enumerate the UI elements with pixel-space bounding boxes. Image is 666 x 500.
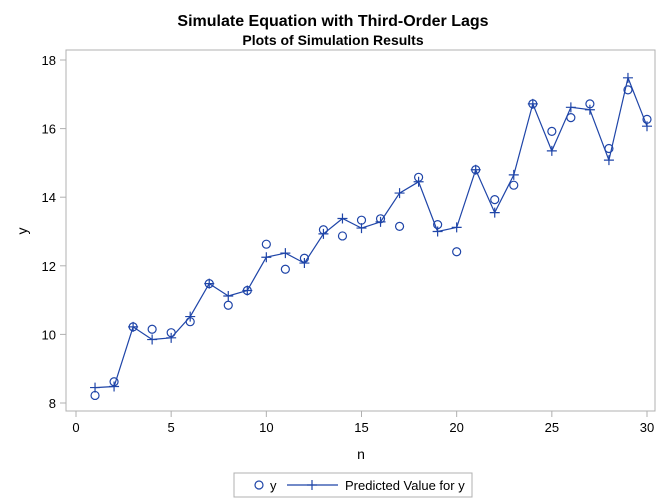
predicted-line [94, 75, 648, 389]
predicted-point [261, 252, 272, 263]
predicted-point [470, 164, 481, 175]
legend-label-y: y [270, 478, 277, 493]
observed-point [318, 225, 329, 235]
observed-point [375, 214, 386, 224]
predicted-point [527, 98, 538, 109]
predicted-point [337, 213, 348, 224]
predicted-point [280, 248, 291, 259]
y-tick-label: 14 [42, 190, 56, 205]
observed-point [299, 253, 309, 263]
observed-point [642, 114, 652, 124]
chart-title: Simulate Equation with Third-Order Lags [177, 13, 488, 30]
predicted-point [584, 104, 595, 115]
predicted-point [223, 290, 234, 301]
observed-point [509, 180, 519, 190]
observed-point [528, 99, 538, 109]
predicted-point [242, 285, 253, 296]
legend: y Predicted Value for y [233, 472, 473, 498]
observed-point [394, 221, 405, 231]
predicted-point [642, 121, 652, 132]
predicted-point [166, 332, 177, 343]
predicted-point [185, 311, 196, 322]
observed-point [185, 317, 195, 327]
chart-subtitle: Plots of Simulation Results [242, 32, 423, 48]
observed-point [280, 264, 290, 274]
predicted-point [299, 258, 310, 269]
observed-point [147, 324, 157, 334]
observed-point [337, 231, 348, 241]
observed-point [414, 172, 424, 182]
observed-point [356, 215, 367, 225]
x-tick-label: 15 [354, 420, 368, 435]
observed-point [223, 300, 233, 310]
legend-plus-marker [307, 480, 317, 490]
observed-point [452, 247, 462, 257]
observed-point [566, 113, 576, 123]
predicted-point [546, 145, 557, 156]
legend-label-predicted: Predicted Value for y [345, 478, 465, 493]
predicted-point [622, 72, 633, 83]
predicted-point [432, 226, 443, 237]
observed-point [547, 126, 557, 136]
x-tick-label: 5 [168, 420, 175, 435]
observed-point [204, 279, 214, 289]
x-tick-label: 10 [259, 420, 273, 435]
predicted-point [603, 155, 614, 166]
predicted-point [451, 222, 462, 233]
predicted-point [394, 188, 405, 199]
predicted-point [565, 102, 576, 113]
observed-point [490, 195, 500, 205]
observed-point [128, 322, 138, 332]
observed-point [585, 99, 595, 109]
observed-point [109, 377, 119, 387]
predicted-point [508, 169, 519, 180]
predicted-point [147, 334, 158, 345]
observed-point [604, 143, 614, 154]
observed-point [242, 285, 252, 296]
plot-frame [65, 49, 656, 412]
observed-point [166, 328, 176, 338]
x-tick-label: 0 [72, 420, 79, 435]
legend-circle-marker [254, 480, 264, 490]
y-tick-label: 10 [42, 327, 56, 342]
observed-point [471, 165, 481, 175]
observed-point [261, 239, 271, 249]
y-tick-label: 18 [42, 53, 56, 68]
observed-point [433, 220, 443, 230]
observed-point [623, 85, 633, 95]
y-tick-label: 16 [42, 122, 56, 137]
predicted-point [489, 207, 500, 218]
predicted-point [128, 321, 139, 332]
y-tick-label: 12 [42, 259, 56, 274]
x-tick-label: 25 [545, 420, 559, 435]
observed-point [90, 390, 100, 401]
predicted-point [204, 278, 215, 289]
x-tick-label: 20 [449, 420, 463, 435]
x-tick-label: 30 [640, 420, 654, 435]
legend-frame [233, 472, 473, 498]
predicted-point [109, 381, 120, 392]
y-axis-label: y [14, 228, 30, 235]
x-axis-label: n [357, 446, 365, 462]
y-tick-label: 8 [49, 396, 56, 411]
